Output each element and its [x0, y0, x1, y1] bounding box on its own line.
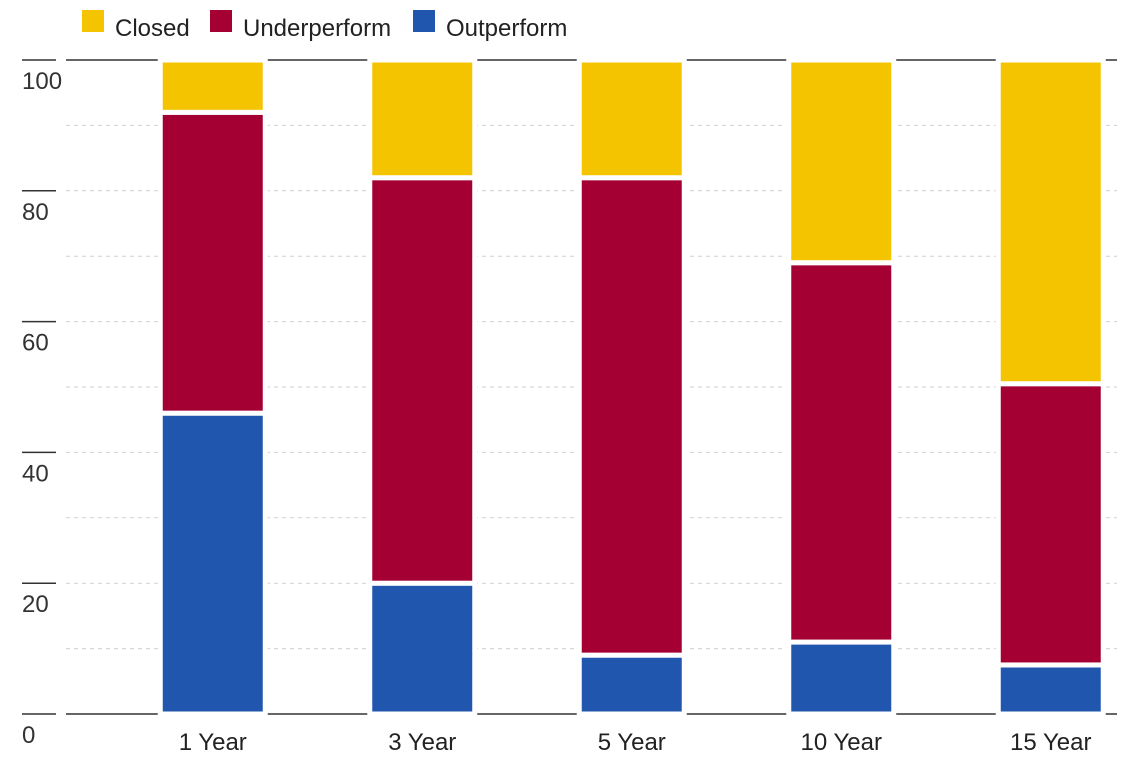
bar-outperform-5-year: [576, 652, 687, 717]
bar-underperform-3-year: [367, 175, 478, 586]
legend-swatch-closed: [82, 10, 104, 32]
bar-outperform-15-year: [995, 662, 1106, 717]
bars: [157, 57, 1106, 717]
bar-closed-10-year: [786, 57, 897, 266]
bar-closed-1-year: [157, 57, 268, 115]
y-tick-label: 0: [22, 722, 35, 749]
legend-label-outperform: Outperform: [446, 15, 567, 42]
legend-label-underperform: Underperform: [243, 15, 391, 42]
x-tick-label: 5 Year: [598, 729, 666, 756]
y-tick-label: 80: [22, 199, 49, 226]
x-tick-label: 3 Year: [388, 729, 456, 756]
y-tick-label: 60: [22, 330, 49, 357]
bar-outperform-10-year: [786, 639, 897, 717]
bar-underperform-1-year: [157, 109, 268, 416]
bar-closed-15-year: [995, 57, 1106, 387]
bar-closed-5-year: [576, 57, 687, 181]
y-axis: 0 20 40 60 80 100: [22, 59, 62, 749]
legend: Closed Underperform Outperform: [82, 10, 567, 42]
y-tick-label: 100: [22, 68, 62, 95]
legend-label-closed: Closed: [115, 15, 190, 42]
y-tick-label: 20: [22, 591, 49, 618]
x-tick-label: 15 Year: [1010, 729, 1091, 756]
legend-swatch-underperform: [210, 10, 232, 32]
y-tick-label: 40: [22, 460, 49, 487]
bar-outperform-3-year: [367, 580, 478, 717]
bar-outperform-1-year: [157, 410, 268, 717]
x-tick-label: 10 Year: [801, 729, 882, 756]
bar-closed-3-year: [367, 57, 478, 181]
x-tick-label: 1 Year: [179, 729, 247, 756]
bar-underperform-15-year: [995, 381, 1106, 668]
x-axis: 1 Year 3 Year 5 Year 10 Year 15 Year: [179, 729, 1092, 756]
bar-underperform-10-year: [786, 260, 897, 645]
bar-underperform-5-year: [576, 175, 687, 658]
legend-swatch-outperform: [413, 10, 435, 32]
